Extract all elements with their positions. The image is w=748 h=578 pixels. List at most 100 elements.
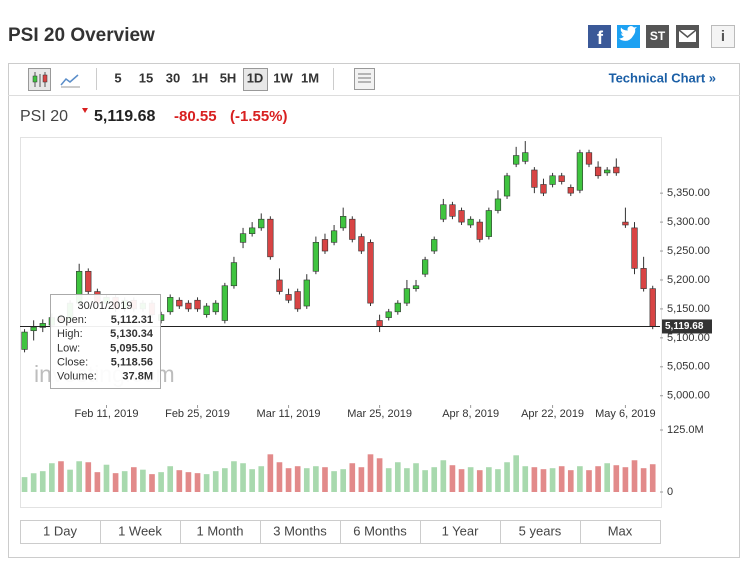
candle-body	[640, 268, 647, 289]
candle-body	[203, 305, 210, 316]
candle-body	[531, 169, 538, 188]
interval-button[interactable]: 30	[166, 70, 180, 85]
volume-bar	[158, 472, 164, 492]
interval-button[interactable]: 5H	[220, 70, 237, 85]
candle-body	[394, 302, 401, 313]
candle-body	[403, 288, 411, 304]
facebook-letter: f	[597, 28, 604, 48]
range-label: 1 Week	[118, 523, 162, 538]
candle-body	[458, 210, 465, 223]
candle-body	[221, 285, 228, 321]
volume-bar	[167, 466, 174, 492]
active-interval-box	[243, 68, 268, 91]
volume-bar	[604, 463, 611, 492]
volume-bar	[586, 470, 592, 492]
volume-bar	[394, 462, 401, 492]
stocktwits-icon[interactable]	[646, 25, 669, 48]
candle-body	[176, 299, 183, 307]
volume-bar	[94, 472, 101, 492]
volume-bar	[476, 470, 483, 492]
tooltip-label: Low:	[57, 342, 80, 354]
technical-chart-link[interactable]: Technical Chart »	[609, 70, 716, 85]
candle-body	[303, 279, 310, 307]
candle-body	[431, 239, 438, 252]
candle-body	[567, 187, 574, 194]
candle-body	[340, 216, 347, 229]
volume-bar	[331, 471, 337, 492]
volume-bar	[486, 467, 492, 492]
y-tick-label: 5,150.00	[667, 303, 710, 315]
quote-name: PSI 20	[20, 108, 68, 125]
volume-tick-label: 0	[667, 486, 673, 498]
x-tick-label: Mar 25, 2019	[347, 408, 412, 420]
volume-bar	[467, 467, 474, 492]
volume-bar	[121, 471, 128, 492]
settings-glyph	[358, 73, 371, 83]
interval-button[interactable]: 1D	[247, 70, 264, 85]
volume-bar	[385, 468, 392, 492]
volume-bar	[577, 466, 583, 492]
candle-body	[649, 288, 656, 327]
interval-button[interactable]: 1H	[192, 70, 209, 85]
candle-body	[194, 299, 201, 310]
volume-bar	[440, 460, 447, 492]
candle-body	[585, 152, 593, 165]
x-tick-label: Apr 22, 2019	[521, 408, 584, 420]
volume-bar	[349, 463, 356, 492]
settings-button[interactable]	[354, 68, 375, 90]
volume-bar	[649, 464, 656, 492]
candle-body	[467, 218, 474, 226]
range-label: 6 Months	[353, 523, 407, 538]
x-tick-label: Mar 11, 2019	[257, 408, 321, 420]
volume-tick-label: 125.0M	[667, 424, 704, 436]
range-label: 1 Day	[43, 523, 77, 538]
volume-bar	[49, 463, 55, 492]
info-letter: i	[721, 28, 725, 45]
facebook-icon[interactable]	[588, 25, 611, 48]
tooltip-box	[50, 294, 161, 389]
interval-button[interactable]: 1M	[301, 70, 319, 85]
volume-bar	[76, 461, 82, 492]
candle-body	[276, 279, 283, 292]
volume-bar	[39, 471, 46, 492]
candle-body	[604, 169, 611, 174]
tooltip-label: High:	[57, 328, 83, 340]
candle-body	[321, 239, 329, 252]
page-title: PSI 20 Overview	[8, 25, 155, 46]
volume-bar	[21, 477, 28, 492]
volume-bar	[595, 466, 601, 492]
volume-bar	[631, 460, 638, 492]
volume-bar	[431, 467, 438, 492]
candle-body	[376, 320, 383, 327]
volume-bar	[212, 471, 219, 492]
candle-body	[476, 221, 483, 240]
info-icon[interactable]	[711, 25, 735, 48]
candle-body	[367, 242, 374, 304]
volume-bar	[203, 474, 210, 492]
candle-body	[540, 184, 547, 194]
volume-bar	[313, 466, 319, 492]
volume-bar	[30, 473, 37, 492]
volume-bar	[340, 469, 347, 492]
interval-button[interactable]: 1W	[273, 70, 293, 85]
quote-price: 5,119.68	[94, 108, 156, 125]
tooltip-label: Volume:	[57, 371, 97, 383]
interval-button[interactable]: 5	[114, 70, 121, 85]
volume-bar	[458, 469, 465, 492]
candle-body	[249, 227, 256, 234]
candle-glyph	[32, 75, 38, 83]
volume-bar	[231, 461, 237, 492]
interval-button[interactable]: 15	[139, 70, 153, 85]
range-button[interactable]	[580, 520, 661, 544]
y-tick-label: 5,100.00	[667, 332, 710, 344]
line-button[interactable]	[60, 74, 79, 86]
candle-body	[30, 326, 37, 332]
volume-bar	[640, 468, 647, 492]
volume-bar	[176, 470, 183, 492]
volume-bar	[140, 469, 146, 492]
tooltip-value: 5,118.56	[111, 357, 153, 369]
candle-body	[349, 218, 356, 240]
range-label: 1 Year	[442, 523, 480, 538]
volume-bar	[376, 458, 383, 492]
